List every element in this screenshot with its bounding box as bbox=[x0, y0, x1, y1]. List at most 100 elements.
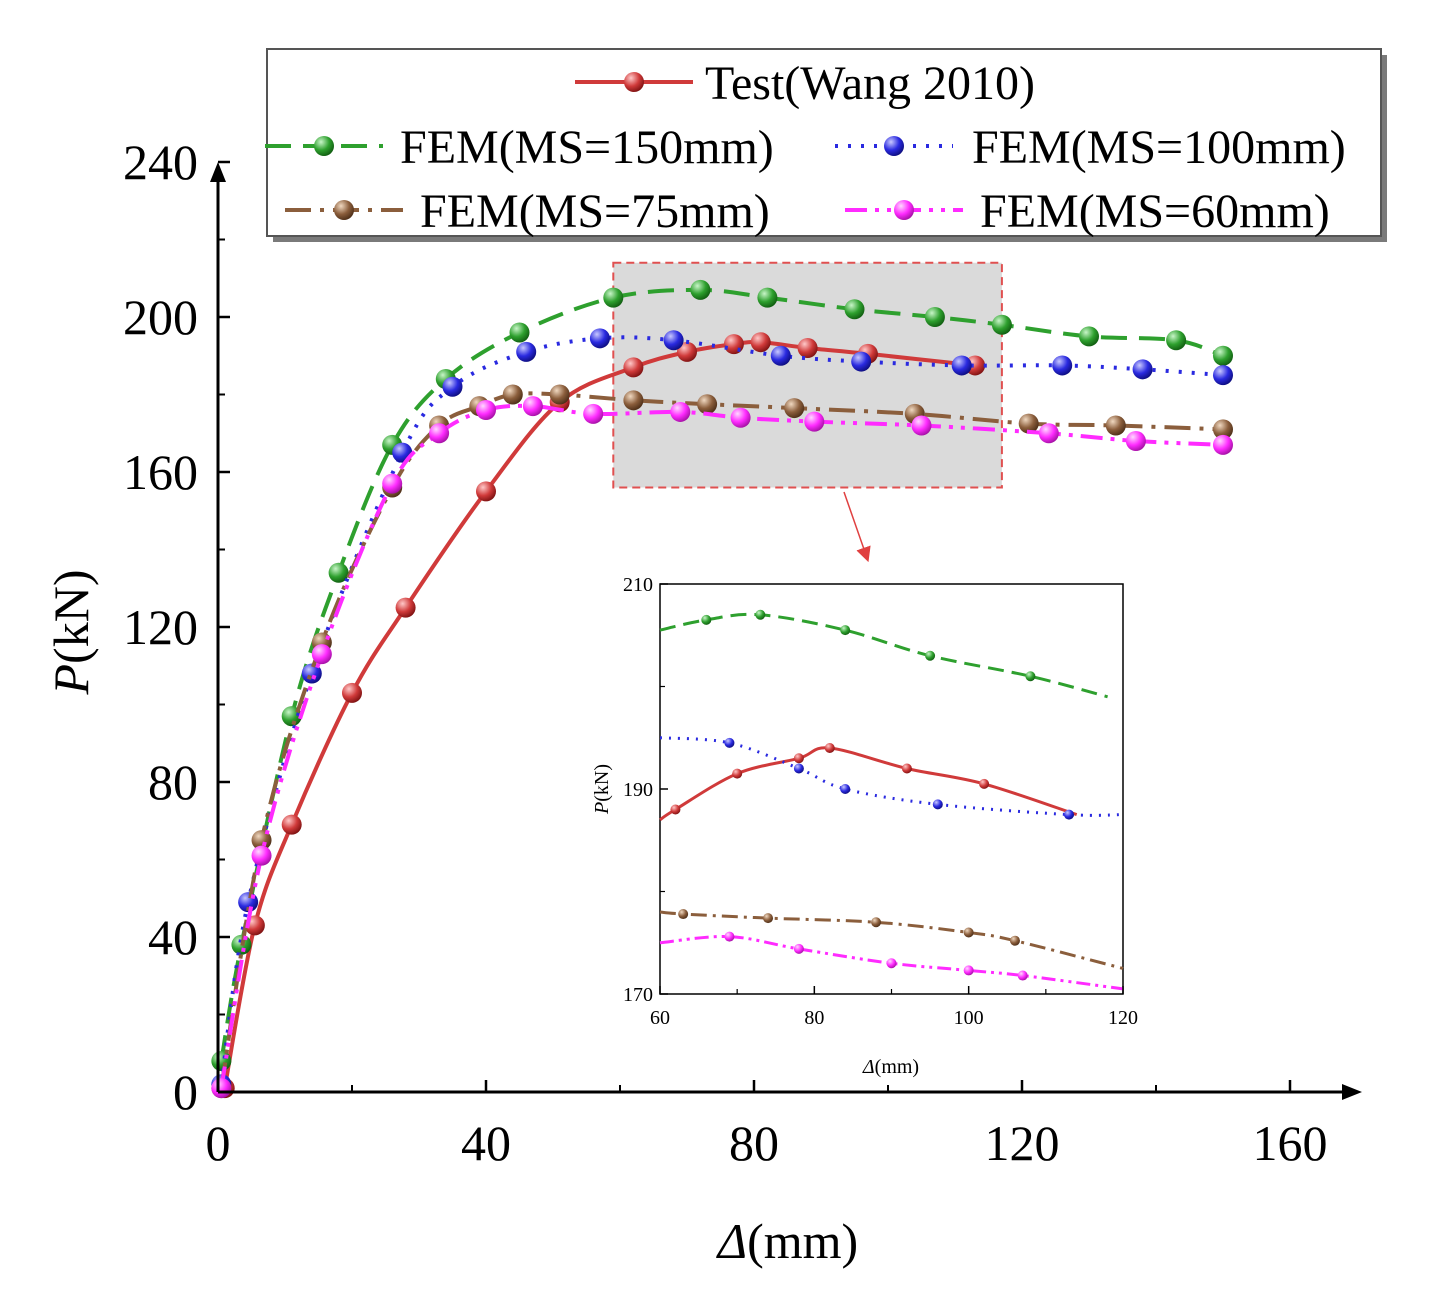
series-point-fem-ms-75mm bbox=[502, 384, 523, 405]
series-point-test-wang-2010 bbox=[677, 341, 697, 362]
y-tick-label: 80 bbox=[148, 754, 198, 810]
legend-label-fem-ms-60mm: FEM(MS=60mm) bbox=[980, 185, 1330, 238]
series-point-fem-ms-100mm bbox=[951, 355, 972, 376]
series-point-fem-ms-60mm bbox=[670, 401, 691, 422]
inset-x-tick-label: 80 bbox=[804, 1007, 824, 1029]
series-point-test-wang-2010 bbox=[623, 357, 644, 378]
inset-y-axis-label: P(kN) bbox=[591, 764, 613, 815]
y-axis-label: P(kN) bbox=[43, 570, 99, 696]
y-axis-arrow bbox=[210, 162, 226, 182]
series-point-fem-ms-150mm bbox=[844, 299, 865, 320]
series-point-test-wang-2010 bbox=[281, 814, 302, 835]
inset-x-tick-label: 60 bbox=[650, 1007, 670, 1029]
x-tick-label: 160 bbox=[1253, 1115, 1328, 1171]
inset-series-line-fem-ms-60mm bbox=[659, 935, 1124, 991]
series-point-fem-ms-100mm bbox=[516, 341, 537, 362]
legend: Test(Wang 2010) FEM(MS=150mm) FEM(MS=100mm… bbox=[265, 48, 1387, 242]
legend-marker-fem-ms-75mm bbox=[334, 200, 354, 220]
inset-series-point-fem-ms-150mm bbox=[755, 609, 766, 620]
inset-series-point-test-wang-2010 bbox=[979, 778, 990, 789]
main-axes bbox=[210, 162, 1362, 1100]
series-point-test-wang-2010 bbox=[723, 334, 744, 355]
series-point-fem-ms-150mm bbox=[991, 314, 1012, 335]
series-point-fem-ms-60mm bbox=[730, 407, 751, 428]
series-point-fem-ms-150mm bbox=[328, 562, 349, 583]
inset-series-point-test-wang-2010 bbox=[732, 768, 743, 779]
inset-series-point-fem-ms-150mm bbox=[1025, 671, 1036, 682]
series-point-fem-ms-60mm bbox=[804, 411, 825, 432]
inset-series-point-fem-ms-60mm bbox=[724, 931, 735, 942]
main-plot-series bbox=[211, 279, 1233, 1099]
inset-y-tick-label: 190 bbox=[623, 779, 653, 801]
series-line-fem-ms-60mm bbox=[219, 403, 1224, 1089]
series-point-fem-ms-100mm bbox=[770, 345, 791, 366]
series-point-fem-ms-75mm bbox=[251, 830, 272, 851]
series-point-fem-ms-150mm bbox=[1079, 326, 1099, 347]
series-point-fem-ms-60mm bbox=[522, 396, 543, 417]
inset-series-point-fem-ms-100mm bbox=[1063, 809, 1074, 820]
inset-series-point-fem-ms-75mm bbox=[871, 917, 882, 928]
series-point-fem-ms-60mm bbox=[251, 845, 272, 866]
series-point-fem-ms-100mm bbox=[301, 663, 322, 684]
legend-label-fem-ms-100mm: FEM(MS=100mm) bbox=[972, 121, 1346, 174]
x-tick-label: 0 bbox=[206, 1115, 231, 1171]
series-point-fem-ms-150mm bbox=[690, 279, 711, 300]
inset-y-tick-label: 170 bbox=[623, 984, 653, 1006]
legend-box bbox=[266, 48, 1382, 237]
inset-series-point-fem-ms-75mm bbox=[678, 909, 689, 920]
series-point-fem-ms-150mm bbox=[603, 287, 624, 308]
series-point-fem-ms-100mm bbox=[589, 328, 610, 349]
inset-series-point-fem-ms-150mm bbox=[925, 650, 936, 661]
zoom-region-box bbox=[612, 261, 1003, 489]
series-point-fem-ms-150mm bbox=[1213, 345, 1233, 366]
inset-frame bbox=[659, 583, 1124, 995]
inset-series-point-fem-ms-60mm bbox=[1017, 970, 1028, 981]
series-point-fem-ms-60mm bbox=[211, 1078, 232, 1099]
inset-series-point-fem-ms-100mm bbox=[724, 737, 735, 748]
legend-entries: Test(Wang 2010) FEM(MS=150mm) FEM(MS=100mm… bbox=[265, 57, 1346, 238]
x-tick-label: 80 bbox=[729, 1115, 779, 1171]
inset-plot: 60 80 100 120 170 190 210 Δ(mm) P(kN) bbox=[591, 574, 1138, 1078]
inset-series-point-fem-ms-100mm bbox=[840, 784, 851, 794]
y-tick-label: 200 bbox=[123, 289, 198, 345]
inset-series bbox=[659, 609, 1124, 991]
y-tick-label: 240 bbox=[123, 134, 198, 190]
y-tick-label: 120 bbox=[123, 599, 198, 655]
series-point-fem-ms-60mm bbox=[1125, 431, 1146, 451]
inset-series-point-test-wang-2010 bbox=[793, 753, 804, 764]
inset-ticks: 60 80 100 120 170 190 210 bbox=[623, 574, 1138, 1029]
inset-x-tick-label: 100 bbox=[954, 1007, 984, 1029]
series-point-test-wang-2010 bbox=[476, 481, 496, 502]
series-point-fem-ms-60mm bbox=[429, 423, 450, 444]
series-point-fem-ms-75mm bbox=[1105, 415, 1126, 436]
zoom-arrow bbox=[843, 491, 871, 563]
legend-marker-fem-ms-60mm bbox=[894, 200, 914, 220]
series-point-fem-ms-75mm bbox=[549, 384, 570, 405]
series-line-fem-ms-75mm bbox=[219, 391, 1224, 1089]
legend-marker-test-wang-2010 bbox=[624, 72, 644, 92]
series-point-fem-ms-150mm bbox=[509, 322, 530, 343]
x-tick-label: 120 bbox=[985, 1115, 1060, 1171]
series-point-test-wang-2010 bbox=[342, 682, 362, 703]
inset-series-point-test-wang-2010 bbox=[824, 743, 835, 753]
series-point-fem-ms-150mm bbox=[1166, 330, 1187, 351]
legend-marker-fem-ms-100mm bbox=[884, 136, 904, 156]
series-point-fem-ms-75mm bbox=[623, 390, 644, 411]
y-tick-label: 160 bbox=[123, 444, 198, 500]
inset-series-point-fem-ms-60mm bbox=[963, 965, 974, 976]
series-point-fem-ms-60mm bbox=[382, 473, 403, 494]
inset-series-point-fem-ms-100mm bbox=[932, 799, 943, 810]
inset-series-point-fem-ms-60mm bbox=[886, 958, 897, 969]
inset-x-axis-label: Δ(mm) bbox=[862, 1056, 919, 1078]
series-point-fem-ms-60mm bbox=[1038, 423, 1059, 444]
series-point-fem-ms-100mm bbox=[1213, 365, 1233, 386]
inset-series-point-fem-ms-100mm bbox=[793, 763, 804, 774]
inset-series-point-fem-ms-150mm bbox=[840, 625, 851, 636]
y-tick-label: 40 bbox=[148, 909, 198, 965]
series-point-fem-ms-75mm bbox=[697, 394, 718, 415]
inset-series-point-fem-ms-75mm bbox=[763, 913, 774, 924]
series-point-fem-ms-100mm bbox=[442, 376, 463, 397]
main-ticks: 0 40 80 120 160 0 40 80 120 160 200 240 bbox=[123, 134, 1328, 1171]
inset-series-point-fem-ms-75mm bbox=[1009, 935, 1020, 946]
